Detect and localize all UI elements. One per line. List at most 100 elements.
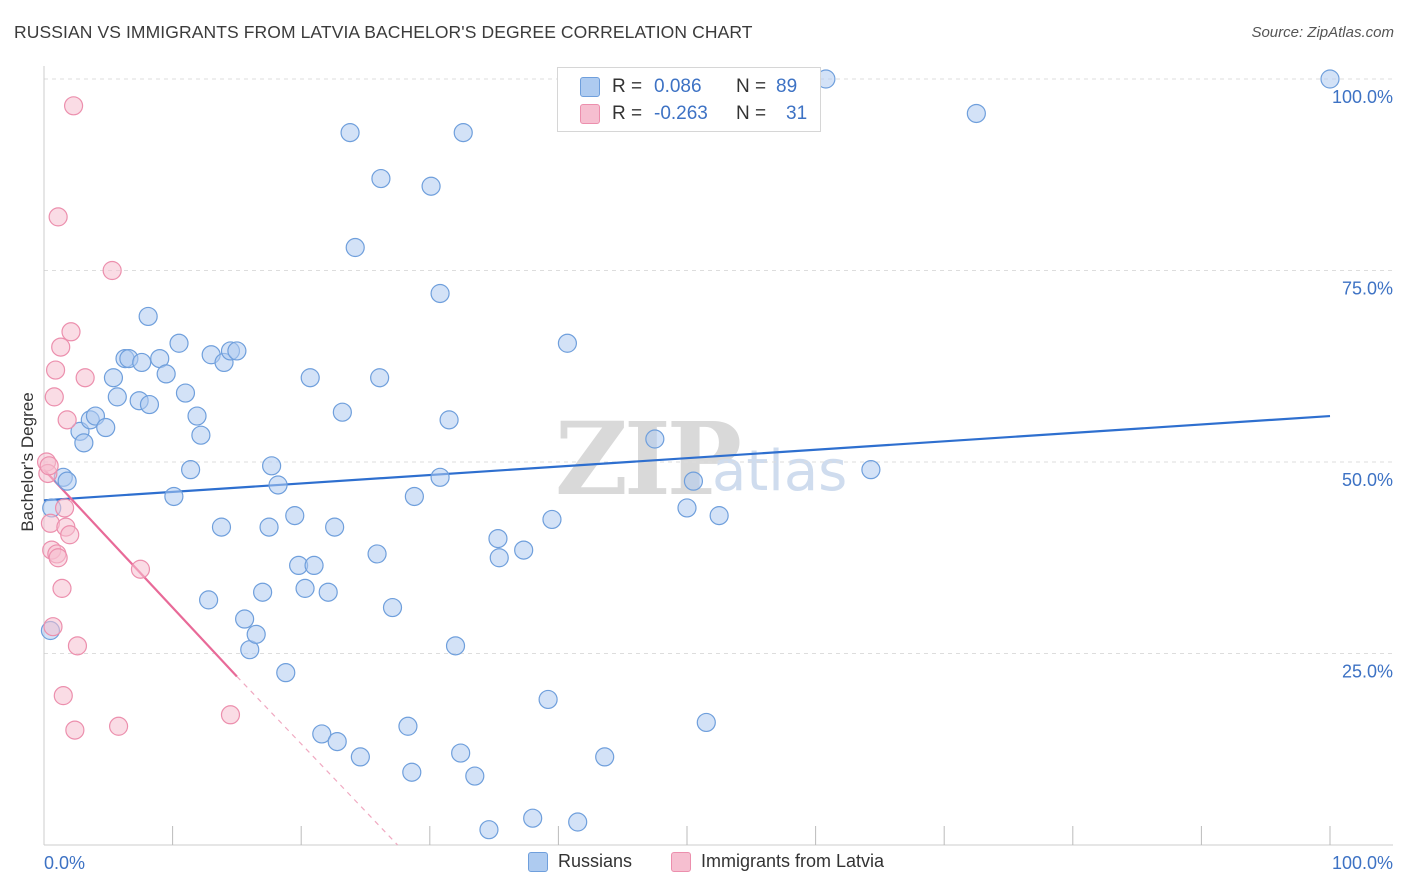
r-label: R =	[612, 103, 643, 124]
russians-point	[404, 486, 424, 507]
russians-point	[304, 555, 324, 576]
latvia-point	[220, 705, 241, 725]
russians-point	[169, 333, 189, 353]
latvia-point	[44, 387, 64, 407]
latvia-point	[130, 559, 151, 579]
latvia-point	[51, 337, 71, 357]
russians-point	[199, 590, 219, 610]
latvia-point	[65, 720, 85, 740]
latvia-trend-extension	[236, 676, 399, 846]
russians-point	[557, 333, 578, 353]
russians-point	[187, 406, 207, 426]
russians-point	[138, 306, 158, 327]
russians-point	[191, 425, 211, 445]
russians-legend-label: Russians	[558, 851, 633, 871]
russians-point	[370, 368, 390, 388]
russians-point	[696, 712, 716, 733]
latvia-point	[45, 360, 66, 380]
latvia-point	[57, 410, 77, 430]
russians-point	[327, 731, 347, 752]
russians-point	[350, 747, 370, 767]
source-credit: Source: ZipAtlas.com	[1251, 24, 1394, 41]
russians-point	[451, 743, 471, 763]
russians-point	[453, 123, 473, 143]
russians-point	[439, 410, 459, 430]
russians-point	[445, 636, 466, 656]
stats-legend: R = 0.086 N = 89 R = -0.263 N = 31	[557, 67, 821, 132]
y-axis-label: Bachelor's Degree	[18, 392, 37, 531]
latvia-swatch	[580, 104, 600, 124]
latvia-point	[67, 636, 88, 656]
russians-point	[276, 663, 296, 683]
latvia-point	[63, 96, 84, 116]
russians-point	[332, 402, 352, 422]
russians-point	[175, 383, 196, 403]
russians-point	[677, 498, 697, 518]
russians-point	[211, 517, 232, 537]
russians-point	[156, 364, 176, 384]
latvia-point	[52, 578, 72, 598]
y-tick-label: 75.0%	[1342, 279, 1393, 299]
russians-point	[295, 578, 315, 598]
y-tick-label: 50.0%	[1342, 470, 1393, 490]
axis-labels: 100.0% 75.0% 50.0% 25.0% 0.0% 100.0% Bachelor'…	[18, 87, 1393, 873]
x-tick-label-max: 100.0%	[1332, 853, 1393, 873]
latvia-legend-label: Immigrants from Latvia	[701, 851, 885, 871]
russians-point	[96, 417, 116, 438]
r-value: 0.086	[654, 76, 702, 97]
bottom-legend-russians: Russians	[528, 851, 632, 872]
russians-swatch	[580, 77, 600, 97]
y-tick-label: 100.0%	[1332, 87, 1393, 107]
russians-point	[103, 368, 124, 388]
r-value: -0.263	[654, 103, 708, 124]
russians-point	[268, 475, 288, 495]
russians-point	[57, 471, 77, 491]
russians-point	[253, 582, 273, 602]
russians-point	[645, 429, 665, 449]
russians-point	[262, 456, 282, 476]
latvia-point	[54, 498, 75, 518]
russians-point	[227, 341, 247, 361]
latvia-point	[61, 322, 81, 342]
n-label: N =	[736, 76, 767, 97]
russians-point	[421, 176, 441, 196]
data-points	[36, 69, 1340, 840]
n-value: 89	[776, 76, 798, 97]
russians-point	[430, 283, 450, 304]
russians-point	[479, 820, 499, 840]
watermark-zip: ZIP	[555, 400, 740, 518]
russians-point	[325, 517, 345, 537]
r-label: R =	[612, 76, 643, 97]
russians-trend-line	[43, 414, 1331, 502]
russians-point	[861, 460, 881, 480]
russians-point	[382, 597, 403, 618]
bottom-legend-latvia: Immigrants from Latvia	[671, 851, 884, 872]
russians-point	[345, 237, 365, 258]
russians-point	[488, 528, 508, 549]
russians-point	[259, 517, 279, 537]
n-label: N =	[736, 103, 767, 124]
grid-lines	[44, 78, 1393, 654]
russians-point	[966, 103, 986, 124]
russians-point	[371, 168, 391, 189]
russians-point	[1320, 69, 1340, 89]
russians-point	[568, 812, 588, 832]
latvia-point	[48, 548, 68, 568]
russians-point	[430, 467, 450, 487]
russians-point	[164, 486, 184, 507]
chart-title: RUSSIAN VS IMMIGRANTS FROM LATVIA BACHEL…	[14, 22, 753, 42]
latvia-point	[102, 260, 122, 281]
russians-legend-swatch	[528, 851, 548, 872]
russians-point	[595, 747, 615, 767]
russians-point	[246, 624, 266, 644]
latvia-point	[75, 368, 95, 388]
x-tick-label-min: 0.0%	[44, 853, 85, 873]
russians-point	[709, 506, 729, 526]
russians-point	[367, 544, 387, 564]
legend-row-latvia: R = -0.263 N = 31	[580, 101, 807, 127]
russians-point	[139, 394, 160, 415]
latvia-legend-swatch	[671, 851, 691, 872]
russians-point	[402, 762, 422, 782]
latvia-point	[108, 716, 129, 736]
